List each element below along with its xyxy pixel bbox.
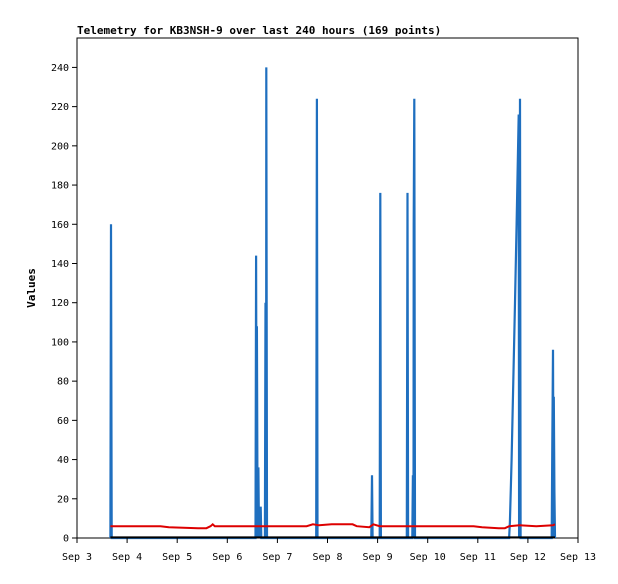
y-tick-label-0: 0	[63, 534, 69, 545]
series-layer	[109, 67, 557, 540]
y-tick-label-9: 180	[51, 181, 69, 192]
y-tick-label-11: 220	[51, 102, 69, 113]
x-tick-label-5: Sep 8	[312, 552, 342, 563]
x-tick-label-6: Sep 9	[363, 552, 393, 563]
y-tick-label-8: 160	[51, 220, 69, 231]
chart-title: Telemetry for KB3NSH-9 over last 240 hou…	[77, 24, 441, 37]
y-tick-label-4: 80	[57, 377, 69, 388]
y-tick-label-12: 240	[51, 63, 69, 74]
x-tick-label-10: Sep 13	[560, 552, 596, 563]
series-line-2	[110, 522, 556, 530]
y-tick-label-2: 40	[57, 455, 69, 466]
x-tick-label-2: Sep 5	[162, 552, 192, 563]
x-tick-label-4: Sep 7	[262, 552, 292, 563]
x-tick-label-7: Sep 10	[410, 552, 446, 563]
x-tick-label-8: Sep 11	[460, 552, 496, 563]
y-tick-label-5: 100	[51, 337, 69, 348]
y-axis-label: Values	[25, 268, 38, 308]
x-axis: Sep 3 Sep 4 Sep 5 Sep 6 Sep 7 Sep 8 Sep 9 Sep 1…	[62, 538, 596, 563]
x-tick-label-9: Sep 12	[510, 552, 546, 563]
x-tick-label-0: Sep 3	[62, 552, 92, 563]
y-axis: 0 20 40 60 80 100 120 140 160 180 200 220 240	[51, 63, 77, 545]
y-tick-label-10: 200	[51, 141, 69, 152]
y-tick-label-6: 120	[51, 298, 69, 309]
plot-area	[76, 37, 579, 539]
y-tick-label-3: 60	[57, 416, 69, 427]
x-tick-label-3: Sep 6	[212, 552, 242, 563]
y-tick-label-1: 20	[57, 494, 69, 505]
y-tick-label-7: 140	[51, 259, 69, 270]
x-tick-label-1: Sep 4	[112, 552, 142, 563]
